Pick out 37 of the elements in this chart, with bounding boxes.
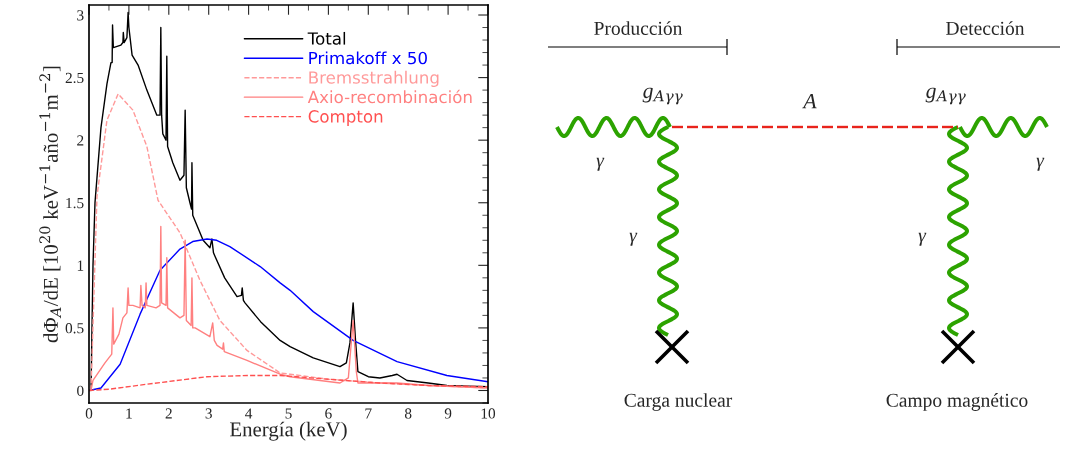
text: g$_{Aγγ}$ <box>642 87 683 105</box>
x-tick-label: 2 <box>165 408 172 419</box>
y-tick-label: 0.5 <box>65 323 84 334</box>
x-tick-label: 7 <box>365 408 372 419</box>
text: Detección <box>946 21 1025 35</box>
x-tick-label: 8 <box>404 408 412 419</box>
legend-label: Bremsstrahlung <box>309 70 439 87</box>
x-tick-label: 0 <box>85 408 93 419</box>
line-series <box>89 374 488 392</box>
y-tick-label: 1 <box>77 260 84 271</box>
x-tick-label: 5 <box>285 408 292 419</box>
text: γ <box>918 232 927 246</box>
legend-label: Total <box>307 31 346 45</box>
text: A <box>802 93 817 109</box>
text: g$_{Aγγ}$ <box>925 87 966 105</box>
y-tick-label: 0 <box>77 385 84 396</box>
text: Producción <box>594 21 683 35</box>
y-tick-label: 2.5 <box>65 72 84 84</box>
x-axis-title: Energía (keV) <box>230 421 347 441</box>
legend-label: Compton <box>308 110 383 126</box>
y-tick-label: 2 <box>77 135 84 146</box>
x-tick-label: 4 <box>245 408 253 419</box>
legend-label: Primakoff x 50 <box>309 51 427 65</box>
x-tick-label: 3 <box>205 408 212 419</box>
text: dΦ$_{A}$/dE [10$^{20}$ keV$^{−1}$año$^{−1}$m$^{−2}$] <box>39 66 61 343</box>
x-tick-label: 6 <box>325 408 332 419</box>
text: γ <box>596 157 605 171</box>
text: γ <box>1036 157 1045 171</box>
x-tick-label: 10 <box>481 408 496 419</box>
text: Campo magnético <box>886 393 1028 411</box>
y-tick-label: 3 <box>77 10 84 21</box>
x-tick-label: 1 <box>126 408 132 419</box>
legend-label: Axio-recombinación <box>307 89 472 104</box>
y-tick-label: 1.5 <box>66 197 84 209</box>
text: γ <box>629 232 638 246</box>
text: Carga nuclear <box>624 393 733 411</box>
x-tick-label: 9 <box>444 408 452 419</box>
